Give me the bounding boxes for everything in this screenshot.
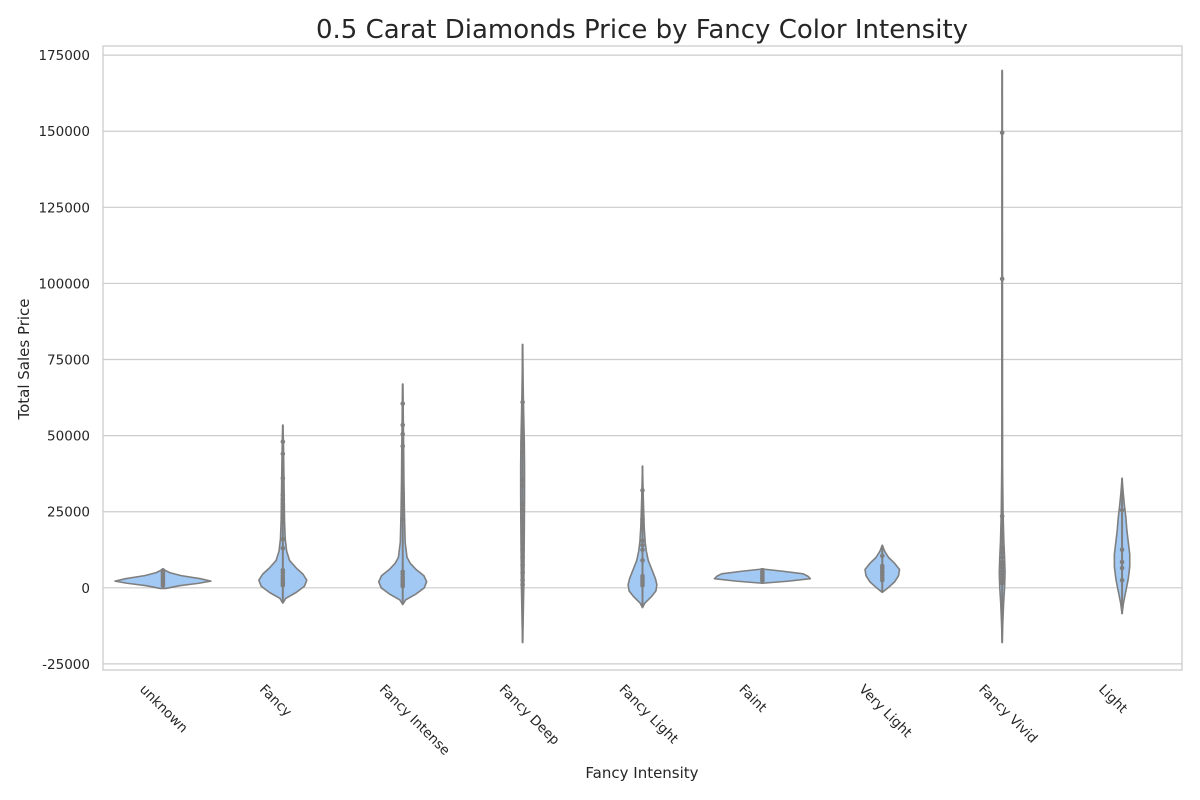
- x-axis-label: Fancy Intensity: [585, 764, 698, 782]
- data-point: [400, 401, 406, 406]
- chart-title: 0.5 Carat Diamonds Price by Fancy Color …: [316, 15, 968, 45]
- x-tick-label: Fancy Vivid: [975, 682, 1040, 747]
- y-tick-label: 50000: [47, 429, 90, 445]
- data-point: [1119, 507, 1125, 513]
- data-point: [640, 547, 645, 553]
- data-point: [640, 542, 645, 548]
- data-point: [400, 422, 406, 428]
- data-point: [999, 545, 1005, 551]
- data-point: [280, 501, 286, 507]
- data-point: [400, 491, 406, 496]
- data-point: [280, 492, 286, 498]
- y-tick-label: 25000: [47, 505, 90, 521]
- x-tick-label: Faint: [736, 682, 770, 716]
- data-point: [640, 558, 645, 563]
- data-point: [520, 501, 525, 507]
- y-tick-label: 150000: [38, 124, 90, 140]
- data-point: [280, 451, 286, 457]
- y-tick-label: 125000: [38, 200, 90, 216]
- x-tick-label: Very Light: [855, 682, 914, 741]
- y-tick-label: -25000: [42, 657, 90, 673]
- data-point: [520, 517, 525, 522]
- data-point: [520, 507, 525, 513]
- data-point: [400, 431, 406, 437]
- data-point: [640, 573, 645, 579]
- data-point: [1119, 559, 1125, 565]
- data-point: [879, 563, 885, 569]
- y-tick-label: 75000: [47, 353, 90, 369]
- data-point: [1119, 547, 1125, 553]
- data-point: [280, 513, 286, 519]
- data-point: [520, 450, 525, 455]
- data-point: [520, 577, 525, 583]
- data-point: [520, 530, 525, 536]
- data-point: [280, 497, 286, 502]
- data-point: [640, 517, 645, 522]
- x-tick-label: Fancy Intense: [376, 682, 453, 759]
- data-point: [400, 443, 406, 449]
- y-tick-label: 0: [81, 581, 90, 597]
- data-point: [999, 130, 1005, 136]
- data-point: [520, 582, 525, 588]
- data-point: [1119, 577, 1125, 583]
- data-point: [760, 569, 765, 574]
- data-point: [999, 550, 1005, 556]
- data-point: [520, 539, 525, 545]
- data-point: [640, 538, 645, 543]
- x-tick-label: Fancy: [256, 682, 295, 721]
- plot-frame: [102, 45, 1183, 671]
- data-point: [999, 513, 1005, 519]
- data-point: [400, 517, 406, 522]
- y-tick-labels: -25000 0 25000 50000 75000 100000 125000 150000…: [38, 48, 90, 673]
- x-tick-label: Fancy Deep: [496, 682, 563, 749]
- x-tick-label: Fancy Light: [616, 682, 682, 748]
- data-point: [520, 439, 525, 445]
- data-point: [520, 483, 525, 489]
- x-tick-labels: unknown Fancy Fancy Intense Fancy Deep Fancy…: [136, 682, 1130, 759]
- data-point: [160, 568, 166, 574]
- data-point: [520, 570, 525, 575]
- y-tick-label: 100000: [38, 276, 90, 292]
- data-point: [999, 536, 1005, 542]
- data-point: [520, 562, 525, 568]
- data-point: [640, 488, 645, 493]
- data-point: [280, 439, 286, 445]
- data-point: [520, 399, 525, 405]
- x-tick-label: unknown: [136, 682, 191, 737]
- data-point: [520, 477, 525, 483]
- data-point: [999, 276, 1005, 282]
- data-point: [280, 536, 286, 542]
- data-point: [280, 475, 286, 481]
- data-point: [280, 545, 286, 551]
- data-point: [999, 555, 1005, 560]
- violins: [114, 69, 1131, 644]
- data-point: [879, 553, 885, 559]
- y-axis-label: Total Sales Price: [15, 298, 33, 420]
- x-tick-label: Light: [1095, 682, 1130, 717]
- y-tick-label: 175000: [38, 48, 90, 64]
- data-point: [400, 569, 406, 574]
- data-point: [520, 547, 525, 553]
- data-point: [999, 559, 1005, 565]
- data-point: [520, 555, 525, 560]
- data-point: [280, 567, 286, 573]
- data-point: [1119, 565, 1125, 571]
